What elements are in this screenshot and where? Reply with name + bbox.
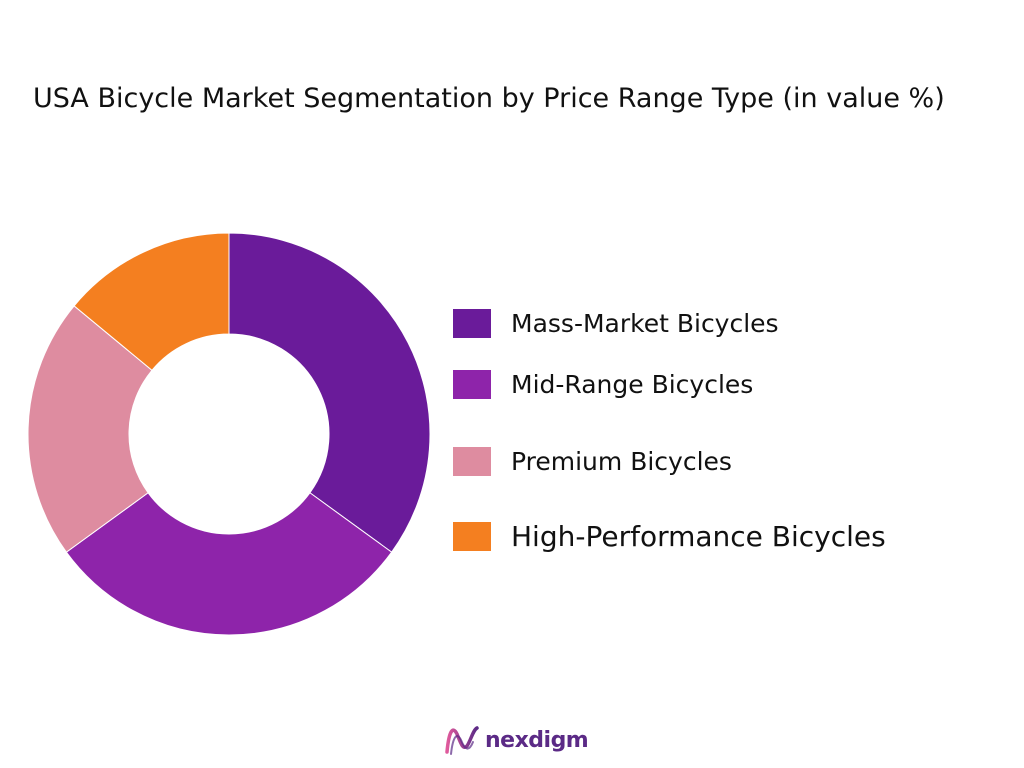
brand-footer: nexdigm [443,722,589,758]
slice-mid-range [65,492,393,636]
legend-swatch [453,369,491,399]
legend-label: Mass-Market Bicycles [511,308,779,338]
slice-high-performance [73,232,230,371]
legend-label: Premium Bicycles [511,446,732,476]
slice-mass-market [228,232,431,553]
nexdigm-logo-icon [445,726,479,755]
slice-premium [27,305,153,553]
legend-item-high-performance: High-Performance Bicycles [453,518,886,554]
legend-swatch [453,521,491,551]
legend-item-mass-market: Mass-Market Bicycles [453,305,779,341]
legend-label: High-Performance Bicycles [511,519,886,553]
brand-name: nexdigm [485,727,589,753]
legend-item-premium: Premium Bicycles [453,443,732,479]
legend-label: Mid-Range Bicycles [511,369,754,399]
legend-item-mid-range: Mid-Range Bicycles [453,366,753,402]
chart-title: USA Bicycle Market Segmentation by Price… [33,83,945,114]
donut-slices [27,232,431,636]
legend-swatch [453,446,491,476]
legend-swatch [453,308,491,338]
